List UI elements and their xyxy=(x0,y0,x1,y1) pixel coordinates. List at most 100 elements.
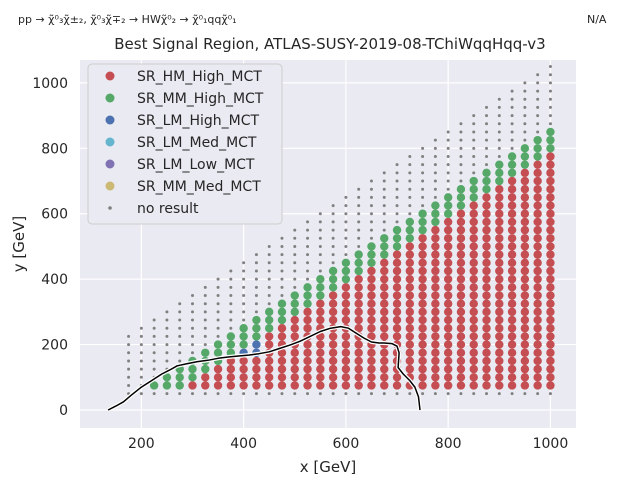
point-no-result xyxy=(203,310,207,314)
point-no-result xyxy=(408,212,412,216)
point-sr-hm-high-mct xyxy=(533,307,542,317)
point-no-result xyxy=(433,392,437,396)
point-sr-hm-high-mct xyxy=(469,225,478,235)
point-sr-hm-high-mct xyxy=(520,193,530,202)
point-sr-hm-high-mct xyxy=(443,242,453,251)
point-no-result xyxy=(318,228,322,232)
point-no-result xyxy=(190,343,194,347)
point-sr-hm-high-mct xyxy=(303,348,312,357)
point-sr-hm-high-mct xyxy=(507,225,517,235)
point-sr-hm-high-mct xyxy=(316,307,325,317)
point-sr-mm-high-mct xyxy=(533,135,542,145)
point-sr-hm-high-mct xyxy=(431,225,440,235)
point-no-result xyxy=(267,269,271,273)
point-sr-hm-high-mct xyxy=(533,225,542,235)
point-no-result xyxy=(357,392,361,396)
point-sr-hm-high-mct xyxy=(546,209,555,218)
point-sr-hm-high-mct xyxy=(495,291,504,300)
point-no-result xyxy=(459,138,463,142)
point-no-result xyxy=(293,236,297,240)
point-sr-hm-high-mct xyxy=(354,291,363,300)
point-sr-hm-high-mct xyxy=(443,332,453,341)
point-sr-hm-high-mct xyxy=(316,364,325,374)
point-sr-hm-high-mct xyxy=(456,299,466,308)
point-no-result xyxy=(127,351,131,355)
point-no-result xyxy=(395,171,399,175)
point-no-result xyxy=(497,392,501,396)
point-sr-hm-high-mct xyxy=(456,315,466,325)
point-sr-hm-high-mct xyxy=(546,315,555,325)
point-sr-hm-high-mct xyxy=(303,340,312,349)
point-sr-hm-high-mct xyxy=(392,250,402,259)
point-no-result xyxy=(485,105,489,109)
point-no-result xyxy=(127,334,131,338)
point-sr-hm-high-mct xyxy=(456,356,466,366)
point-no-result xyxy=(229,277,233,281)
point-sr-hm-high-mct xyxy=(482,332,491,341)
point-no-result xyxy=(421,163,425,167)
point-sr-mm-high-mct xyxy=(456,185,466,194)
point-no-result xyxy=(472,392,476,396)
point-no-result xyxy=(459,122,463,126)
point-sr-mm-high-mct xyxy=(367,242,376,251)
point-no-result xyxy=(497,105,501,109)
point-no-result xyxy=(165,343,169,347)
y-tick-label: 800 xyxy=(41,141,68,157)
point-no-result xyxy=(216,326,220,330)
point-sr-hm-high-mct xyxy=(290,364,299,374)
point-no-result xyxy=(382,179,386,183)
legend-sr-lm-low-mct-marker xyxy=(105,159,115,169)
point-no-result xyxy=(203,326,207,330)
point-sr-hm-high-mct xyxy=(380,348,389,357)
point-sr-mm-high-mct xyxy=(392,234,402,243)
legend-sr-lm-low-mct-label: SR_LM_Low_MCT xyxy=(137,157,255,173)
point-sr-mm-high-mct xyxy=(290,299,299,308)
point-sr-hm-high-mct xyxy=(392,307,402,317)
point-sr-hm-high-mct xyxy=(482,258,491,268)
point-sr-hm-high-mct xyxy=(392,373,402,382)
point-no-result xyxy=(485,130,489,134)
point-no-result xyxy=(306,244,310,248)
point-sr-hm-high-mct xyxy=(418,373,427,382)
point-sr-hm-high-mct xyxy=(316,348,325,357)
point-sr-mm-high-mct xyxy=(380,234,389,243)
point-no-result xyxy=(382,228,386,232)
point-sr-hm-high-mct xyxy=(546,234,555,243)
point-sr-hm-high-mct xyxy=(341,299,351,308)
point-no-result xyxy=(216,310,220,314)
point-no-result xyxy=(485,114,489,118)
point-sr-mm-high-mct xyxy=(431,217,440,227)
point-no-result xyxy=(267,285,271,289)
point-sr-hm-high-mct xyxy=(380,324,389,333)
point-sr-hm-high-mct xyxy=(316,315,325,325)
point-sr-mm-high-mct xyxy=(226,332,236,341)
point-sr-hm-high-mct xyxy=(482,250,491,259)
contour-line xyxy=(107,325,421,411)
point-sr-hm-high-mct xyxy=(290,348,299,357)
point-sr-mm-high-mct xyxy=(380,242,389,251)
point-sr-lm-high-mct xyxy=(252,340,261,349)
point-sr-mm-high-mct xyxy=(290,307,299,317)
point-no-result xyxy=(306,261,310,265)
point-no-result xyxy=(510,114,514,118)
point-sr-hm-high-mct xyxy=(520,348,530,357)
point-sr-hm-high-mct xyxy=(367,299,376,308)
point-no-result xyxy=(548,81,552,85)
point-sr-hm-high-mct xyxy=(469,324,478,333)
point-no-result xyxy=(395,179,399,183)
point-sr-hm-high-mct xyxy=(456,332,466,341)
point-no-result xyxy=(357,220,361,224)
legend-sr-mm-high-mct-label: SR_MM_High_MCT xyxy=(137,91,264,107)
point-no-result xyxy=(510,122,514,126)
point-no-result xyxy=(331,392,335,396)
point-no-result xyxy=(242,302,246,306)
point-no-result xyxy=(408,204,412,208)
point-no-result xyxy=(165,334,169,338)
point-sr-hm-high-mct xyxy=(277,348,287,357)
point-sr-hm-high-mct xyxy=(456,242,466,251)
point-sr-hm-high-mct xyxy=(507,193,517,202)
point-sr-mm-high-mct xyxy=(316,274,325,284)
point-sr-hm-high-mct xyxy=(546,283,555,292)
legend-sr-mm-high-mct-marker xyxy=(105,93,115,103)
point-sr-hm-high-mct xyxy=(533,283,542,292)
